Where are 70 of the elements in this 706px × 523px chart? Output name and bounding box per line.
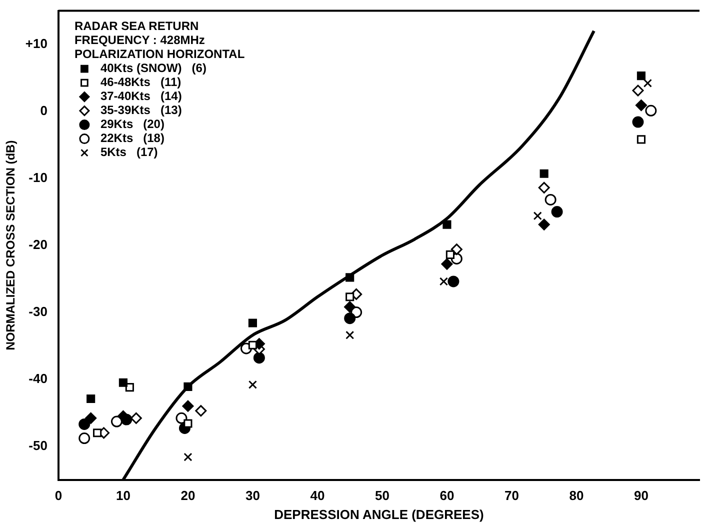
y-tick-label: -40 [28,370,48,386]
point [636,135,646,144]
point [130,412,142,424]
legend-label: 29Kts (20) [100,117,164,132]
point [248,380,257,389]
point [344,312,356,324]
point [632,84,644,96]
x-tick-label: 70 [504,488,519,504]
point [184,419,192,428]
x-tick-label: 90 [634,488,648,504]
point [346,292,354,302]
point [446,250,454,259]
point [636,72,646,80]
y-tick-label: -30 [28,304,48,319]
point [85,412,97,424]
point [540,169,548,178]
legend-label: 37-40Kts (14) [100,89,182,104]
point [544,194,556,206]
annotation: FREQUENCY : 428MHz [74,33,205,48]
point [248,340,257,350]
point [93,428,102,438]
point [184,452,192,462]
point [442,220,452,229]
point [78,432,90,444]
x-tick-label: 10 [116,488,130,504]
point [125,383,134,392]
y-tick-label: -50 [28,438,48,453]
point [195,405,207,417]
point [551,206,563,218]
point [86,394,96,404]
text: RADAR SEA RETURN [74,19,199,34]
x-tick-label: 30 [245,488,260,504]
point [118,378,128,387]
point [632,116,644,128]
point [248,318,257,328]
point [346,273,354,282]
legend-label: 40Kts (SNOW) (6) [100,61,206,76]
point [346,330,354,340]
x-tick-label: 20 [180,488,196,504]
annotation: POLARIZATION HORIZONTAL [74,47,245,62]
x-tick-label: 50 [374,488,390,504]
y-tick-label: 0 [40,102,48,118]
point [645,104,657,116]
x-axis-title: DEPRESSION ANGLE (DEGREES) [274,506,484,522]
legend-label: 22Kts (18) [100,131,164,146]
legend-label: 5Kts (17) [100,145,158,160]
x-tick-label: 0 [54,488,62,504]
point [538,182,550,194]
y-tick-label: +10 [25,36,48,51]
point [253,352,265,364]
point [184,382,192,391]
x-tick-label: 80 [569,488,584,504]
point [643,78,652,88]
point [538,218,550,230]
point [441,258,453,270]
y-tick-label: -10 [28,170,48,185]
point [78,418,90,430]
point [635,100,647,112]
point [439,277,448,286]
legend-label: 46-48Kts (11) [100,75,182,90]
point [533,212,542,220]
point [182,400,194,412]
y-axis-title: NORMALIZED CROSS SECTION (dB) [4,140,18,350]
y-tick-label: -20 [28,236,48,252]
point [448,276,460,288]
x-tick-label: 40 [310,488,325,504]
legend-label: 35-39Kts (13) [100,103,182,118]
point [344,301,356,313]
point [450,244,462,256]
x-tick-label: 60 [440,488,454,504]
